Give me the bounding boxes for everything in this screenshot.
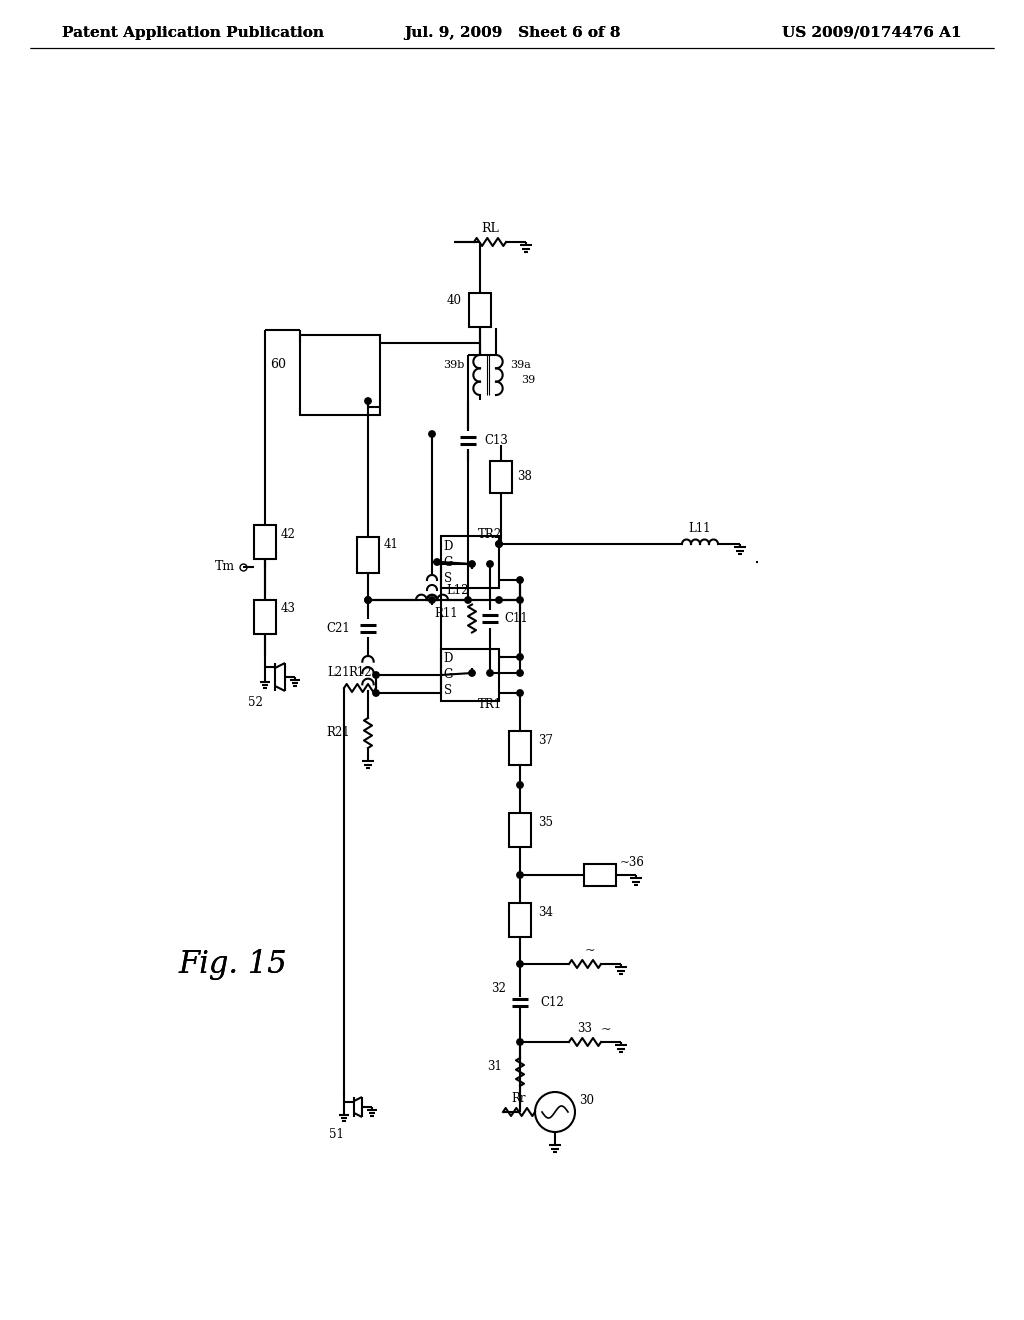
- Bar: [490, 461, 512, 492]
- Bar: [254, 601, 276, 634]
- Text: C21: C21: [327, 622, 350, 635]
- Bar: [509, 731, 531, 766]
- Circle shape: [517, 961, 523, 968]
- Circle shape: [517, 669, 523, 676]
- Circle shape: [469, 561, 475, 568]
- Text: 35: 35: [538, 816, 553, 829]
- Bar: [357, 537, 379, 573]
- Text: Fig. 15: Fig. 15: [178, 949, 287, 981]
- Circle shape: [365, 397, 371, 404]
- Text: Patent Application Publication: Patent Application Publication: [62, 26, 324, 40]
- Text: L21: L21: [328, 667, 350, 680]
- Circle shape: [496, 541, 502, 548]
- Text: 37: 37: [538, 734, 553, 747]
- Circle shape: [373, 690, 379, 696]
- Text: 39b: 39b: [442, 360, 464, 370]
- Text: R12: R12: [348, 667, 372, 680]
- Circle shape: [517, 653, 523, 660]
- Bar: [509, 813, 531, 847]
- Bar: [441, 536, 499, 587]
- Circle shape: [465, 597, 471, 603]
- Text: 32: 32: [492, 982, 506, 994]
- Circle shape: [373, 672, 379, 678]
- Text: 39: 39: [521, 375, 536, 385]
- Text: R11: R11: [434, 607, 458, 620]
- Text: Jul. 9, 2009   Sheet 6 of 8: Jul. 9, 2009 Sheet 6 of 8: [403, 26, 621, 40]
- Text: 31: 31: [487, 1060, 502, 1073]
- Text: RL: RL: [481, 222, 499, 235]
- Text: 39a: 39a: [510, 360, 530, 370]
- Text: L11: L11: [689, 523, 712, 536]
- Bar: [254, 525, 276, 558]
- Circle shape: [517, 781, 523, 788]
- Text: 40: 40: [447, 293, 462, 306]
- Text: TR1: TR1: [478, 698, 502, 711]
- Bar: [300, 335, 380, 414]
- Text: S: S: [444, 572, 452, 585]
- Text: 33: 33: [578, 1023, 593, 1035]
- Text: G: G: [443, 668, 453, 681]
- Text: TR2: TR2: [478, 528, 502, 540]
- Text: 43: 43: [281, 602, 296, 615]
- Text: 51: 51: [329, 1129, 343, 1142]
- Text: Tm: Tm: [215, 561, 234, 573]
- Text: Jul. 9, 2009   Sheet 6 of 8: Jul. 9, 2009 Sheet 6 of 8: [403, 26, 621, 40]
- Text: 30: 30: [579, 1093, 594, 1106]
- Text: Rr: Rr: [512, 1092, 526, 1105]
- Circle shape: [429, 430, 435, 437]
- Text: US 2009/0174476 A1: US 2009/0174476 A1: [782, 26, 962, 40]
- Bar: [469, 293, 490, 327]
- Circle shape: [486, 669, 494, 676]
- Circle shape: [517, 577, 523, 583]
- Text: ~36: ~36: [620, 857, 645, 870]
- Circle shape: [429, 597, 435, 603]
- Bar: [441, 649, 499, 701]
- Circle shape: [434, 558, 440, 565]
- Text: 34: 34: [538, 906, 553, 919]
- Bar: [509, 903, 531, 937]
- Text: 42: 42: [281, 528, 296, 540]
- Text: L12: L12: [446, 583, 469, 597]
- Text: ~: ~: [585, 945, 596, 957]
- Text: 60: 60: [270, 359, 286, 371]
- Text: D: D: [443, 540, 453, 553]
- Text: US 2009/0174476 A1: US 2009/0174476 A1: [782, 26, 962, 40]
- Circle shape: [517, 1039, 523, 1045]
- Circle shape: [486, 561, 494, 568]
- Circle shape: [517, 597, 523, 603]
- Text: ~: ~: [601, 1023, 611, 1036]
- Circle shape: [496, 597, 502, 603]
- Bar: [584, 865, 616, 886]
- Text: 41: 41: [384, 539, 399, 552]
- Text: S: S: [444, 685, 452, 697]
- Circle shape: [517, 871, 523, 878]
- Circle shape: [517, 690, 523, 696]
- Text: G: G: [443, 556, 453, 569]
- Text: Patent Application Publication: Patent Application Publication: [62, 26, 324, 40]
- Circle shape: [469, 669, 475, 676]
- Text: Fig. 15: Fig. 15: [178, 949, 287, 981]
- Text: C13: C13: [484, 433, 508, 446]
- Text: 38: 38: [517, 470, 531, 483]
- Text: R21: R21: [327, 726, 350, 739]
- Text: C11: C11: [504, 612, 527, 624]
- Circle shape: [365, 597, 371, 603]
- Circle shape: [496, 541, 502, 548]
- Circle shape: [365, 597, 371, 603]
- Text: C12: C12: [540, 995, 564, 1008]
- Text: 52: 52: [248, 696, 262, 709]
- Text: D: D: [443, 652, 453, 665]
